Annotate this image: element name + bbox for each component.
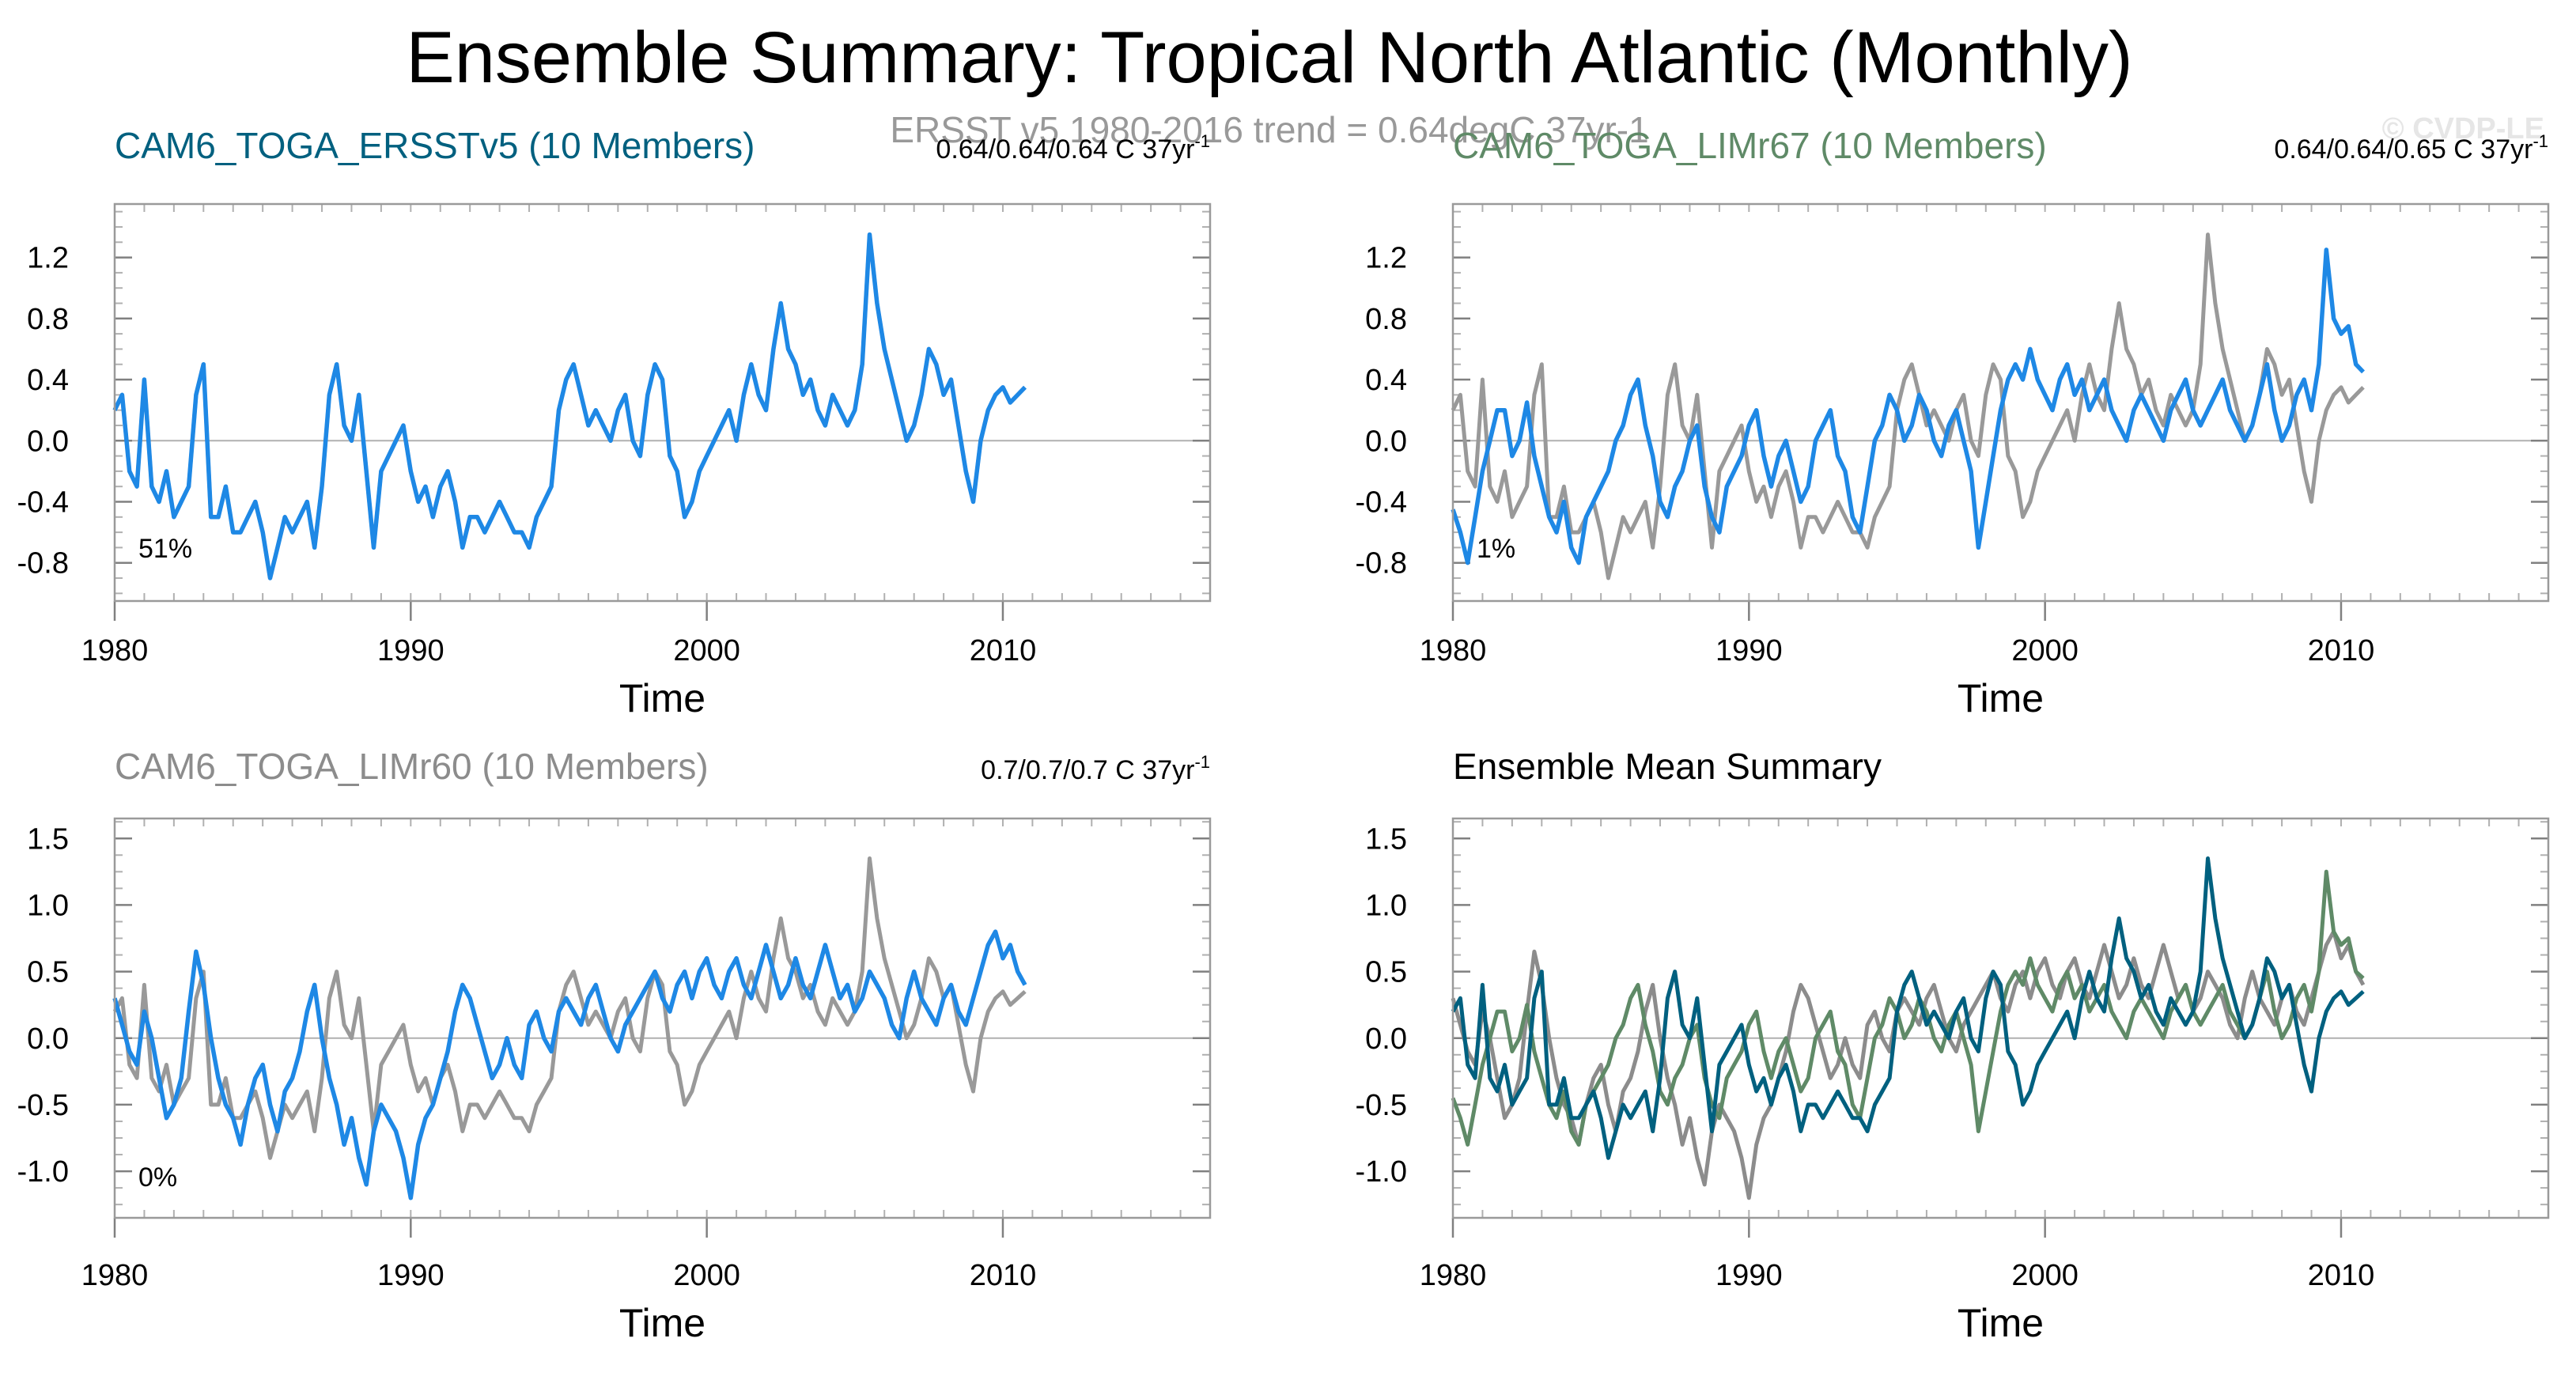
x-tick-label: 2010	[2308, 634, 2375, 667]
chart-panel-p2: -0.8 -0.4 0.0 0.4 0.8 1.2 1980 1990 2000 2010 CAM6…	[1356, 125, 2550, 720]
x-tick-label: 2010	[970, 634, 1037, 667]
x-axis-label: Time	[619, 1301, 705, 1345]
panel-title: Ensemble Mean Summary	[1453, 746, 1882, 787]
y-tick-label: -0.5	[17, 1089, 69, 1122]
subtitle-text: ERSST v5 1980-2016 trend = 0.64degC 37yr…	[890, 109, 1649, 150]
series-line-cam6-toga-limr67	[1451, 869, 2365, 1147]
x-tick-label: 2000	[2011, 634, 2079, 667]
series-line-ersst-v5-observed	[1451, 232, 2365, 580]
panel-title: CAM6_TOGA_LIMr60 (10 Members)	[115, 746, 709, 787]
y-tick-label: 0.4	[1365, 364, 1407, 397]
series-line-ersst-v5-observed	[112, 856, 1027, 1160]
y-tick-label: 1.5	[27, 822, 69, 856]
chart-panel-p4: -1.0 -0.5 0.0 0.5 1.0 1.5 1980 1990 2000 2010 Ense…	[1356, 746, 2550, 1345]
y-tick-label: 0.5	[1365, 956, 1407, 989]
plot-frame	[1451, 202, 2550, 603]
panel-title: CAM6_TOGA_LIMr67 (10 Members)	[1453, 125, 2047, 166]
percent-label: 0%	[138, 1162, 177, 1193]
y-tick-label: 1.0	[1365, 889, 1407, 922]
chart-panel-p1: -0.8 -0.4 0.0 0.4 0.8 1.2 1980 1990 2000 2010 CAM6…	[17, 125, 1212, 720]
x-axis-label: Time	[619, 676, 705, 720]
y-tick-label: 0.0	[1365, 425, 1407, 458]
series-line-ersst-v5-observed	[112, 232, 1027, 580]
y-tick-label: 0.8	[1365, 303, 1407, 336]
percent-label: 1%	[1477, 534, 1515, 564]
x-tick-label: 1990	[377, 634, 444, 667]
chart-panel-p3: -1.0 -0.5 0.0 0.5 1.0 1.5 1980 1990 2000 2010 CAM6…	[17, 746, 1212, 1345]
y-tick-label: -0.8	[1356, 547, 1407, 580]
y-tick-label: -0.4	[1356, 486, 1407, 520]
y-tick-label: 1.2	[27, 242, 69, 275]
trend-label: 0.64/0.64/0.64 C 37yr-1	[936, 131, 1210, 164]
x-tick-label: 1990	[377, 1259, 444, 1292]
series-line-cam6-toga-limr60-ensemble	[112, 929, 1027, 1200]
x-tick-label: 2010	[2308, 1259, 2375, 1292]
panel-title: CAM6_TOGA_ERSSTv5 (10 Members)	[115, 125, 755, 166]
subtitle: ERSST v5 1980-2016 trend = 0.64degC 37yr…	[0, 106, 2539, 153]
y-tick-label: 0.5	[27, 956, 69, 989]
x-tick-label: 2000	[673, 634, 740, 667]
y-tick-label: 0.0	[1365, 1023, 1407, 1056]
y-tick-label: 0.0	[27, 1023, 69, 1056]
y-tick-label: 0.0	[27, 425, 69, 458]
y-tick-label: -0.4	[17, 486, 69, 520]
y-tick-label: -0.8	[17, 547, 69, 580]
copyright-label: © CVDP-LE	[2381, 112, 2544, 146]
y-tick-label: 1.2	[1365, 242, 1407, 275]
x-tick-label: 1980	[81, 634, 149, 667]
x-axis-label: Time	[1958, 676, 2044, 720]
y-tick-label: 0.8	[27, 303, 69, 336]
x-tick-label: 1980	[1420, 1259, 1487, 1292]
y-tick-label: -1.0	[17, 1155, 69, 1189]
trend-label: 0.64/0.64/0.65 C 37yr-1	[2274, 131, 2548, 164]
series-line-cam6-toga-limr60	[1451, 929, 2366, 1200]
x-tick-label: 2010	[970, 1259, 1037, 1292]
x-tick-label: 1980	[81, 1259, 149, 1292]
y-tick-label: -1.0	[1356, 1155, 1407, 1189]
percent-label: 51%	[138, 534, 192, 564]
y-tick-label: 1.5	[1365, 822, 1407, 856]
trend-label: 0.7/0.7/0.7 C 37yr-1	[981, 752, 1210, 785]
plot-frame	[113, 202, 1212, 603]
x-tick-label: 2000	[673, 1259, 740, 1292]
x-tick-label: 1980	[1420, 634, 1487, 667]
x-tick-label: 1990	[1715, 1259, 1783, 1292]
page-title: Ensemble Summary: Tropical North Atlanti…	[406, 17, 2133, 98]
x-tick-label: 2000	[2011, 1259, 2079, 1292]
y-tick-label: 1.0	[27, 889, 69, 922]
series-line-cam6-toga-ersstv5-ensemble	[112, 232, 1027, 580]
y-tick-label: 0.4	[27, 364, 69, 397]
series-line-cam6-toga-limr67-ensemble	[1451, 248, 2365, 565]
x-axis-label: Time	[1958, 1301, 2044, 1345]
y-tick-label: -0.5	[1356, 1089, 1407, 1122]
series-line-cam6-toga-ersstv5	[1451, 856, 2365, 1160]
x-tick-label: 1990	[1715, 634, 1783, 667]
plot-frame	[113, 817, 1212, 1219]
plot-frame	[1451, 817, 2550, 1219]
